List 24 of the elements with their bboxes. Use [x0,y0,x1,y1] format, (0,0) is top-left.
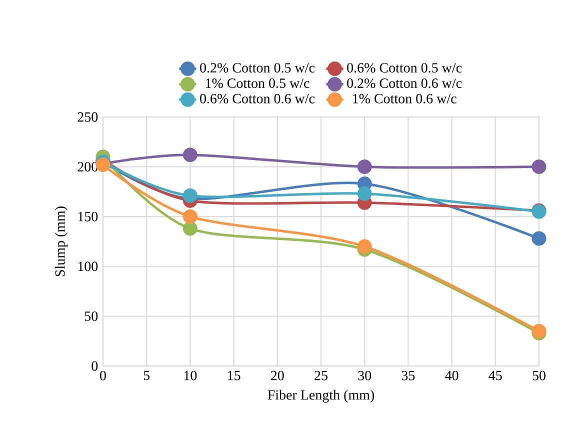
y-tick-label: 150 [78,212,98,222]
y-tick-label: 50 [84,311,98,321]
x-tick-label: 20 [271,370,284,380]
x-tick-label: 0 [100,370,106,380]
x-tick-label: 10 [184,370,197,380]
x-tick-label: 25 [314,370,328,380]
x-tick-label: 5 [144,370,150,380]
legend-label: 0.2% Cotton 0.6 w/c [347,78,462,88]
y-axis-title: Slump (mm) [54,206,68,276]
legend-label: 0.2% Cotton 0.5 w/c [200,63,315,73]
x-tick-label: 45 [488,370,502,380]
x-tick-label: 35 [402,370,415,380]
y-tick-label: 250 [78,112,98,122]
x-tick-label: 30 [358,370,372,380]
y-tick-label: 0 [92,361,98,371]
legend-label: 1% Cotton 0.5 w/c [206,78,310,88]
x-axis-title: Fiber Length (mm) [268,390,374,403]
x-tick-label: 15 [228,370,240,380]
x-tick-label: 40 [445,370,458,380]
legend-label: 0.6% Cotton 0.5 w/c [347,63,462,73]
legend-label: 1% Cotton 0.6 w/c [353,94,456,104]
x-tick-label: 50 [532,370,546,380]
y-tick-label: 100 [78,262,98,272]
legend-label: 0.6% Cotton 0.6 w/c [200,94,315,104]
